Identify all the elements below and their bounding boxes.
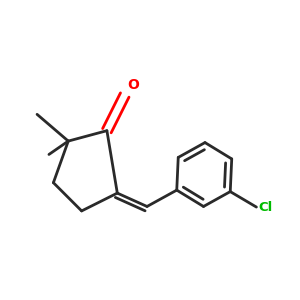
Text: Cl: Cl [258,201,272,214]
Text: O: O [128,78,140,92]
